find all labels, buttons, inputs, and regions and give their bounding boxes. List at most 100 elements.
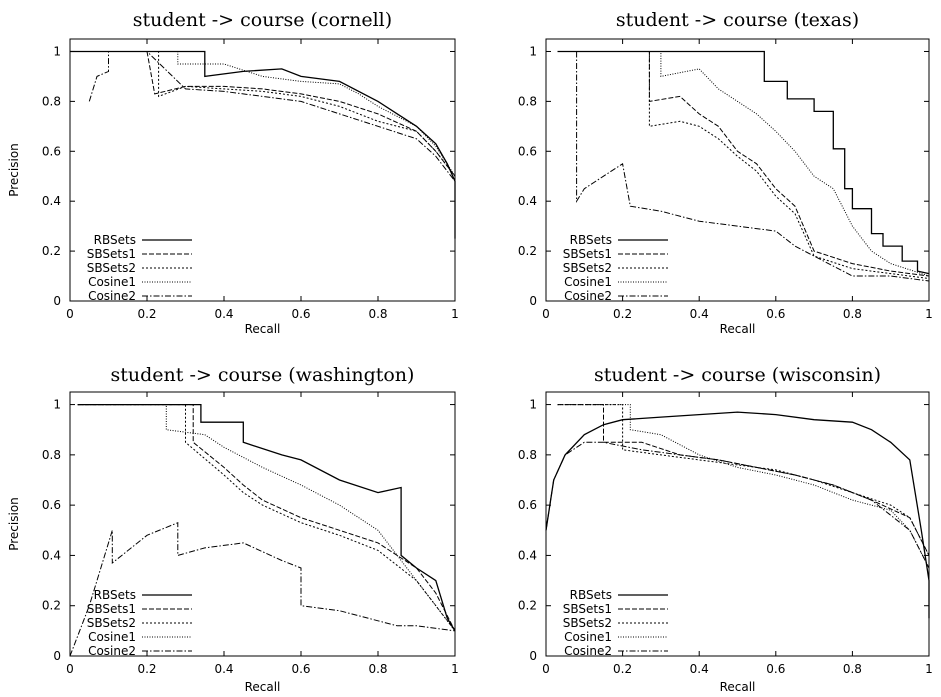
series-line-sbsets1 <box>557 51 930 277</box>
y-tick-label: 0.8 <box>518 448 537 462</box>
y-tick-label: 1 <box>529 398 537 412</box>
x-axis-label: Recall <box>720 680 756 694</box>
series-line-cosine1 <box>77 404 456 632</box>
y-axis-label: Precision <box>7 497 21 551</box>
y-tick-label: 0.8 <box>42 448 61 462</box>
x-tick-label: 0 <box>542 307 550 321</box>
legend-label-cosine1: Cosine1 <box>564 275 612 289</box>
y-axis-label: Precision <box>7 143 21 197</box>
chart-panel-3: student -> course (wisconsin) 0 0.2 0.4 0.6 0… <box>518 364 933 694</box>
x-tick-label: 0.2 <box>137 662 156 676</box>
legend-label-sbsets1: SBSets1 <box>87 247 136 261</box>
series-line-rbsets <box>545 411 930 619</box>
x-tick-label: 0.4 <box>690 662 709 676</box>
x-tick-label: 0.6 <box>291 662 310 676</box>
x-tick-label: 0.8 <box>843 662 862 676</box>
x-tick-label: 1 <box>925 307 933 321</box>
series-line-cosine2 <box>69 521 456 657</box>
y-tick-label: 0.6 <box>518 498 537 512</box>
y-tick-label: 0 <box>529 294 537 308</box>
legend-label-sbsets1: SBSets1 <box>87 602 136 616</box>
series-line-sbsets2 <box>70 51 456 227</box>
legend-label-cosine1: Cosine1 <box>88 630 136 644</box>
series-line-sbsets2 <box>557 51 930 279</box>
chart-title: student -> course (cornell) <box>133 9 392 31</box>
legend-label-rbsets: RBSets <box>570 588 612 602</box>
x-tick-label: 0 <box>66 662 74 676</box>
x-tick-label: 0.8 <box>368 662 387 676</box>
chart-panel-1: student -> course (texas) 0 0.2 0.4 0.6 0.8 1 0… <box>518 9 933 336</box>
x-tick-label: 0 <box>542 662 550 676</box>
y-tick-label: 0.8 <box>518 94 537 108</box>
legend-label-sbsets1: SBSets1 <box>563 247 612 261</box>
y-tick-label: 0 <box>53 294 61 308</box>
series-line-cosine2 <box>576 51 930 282</box>
y-tick-label: 1 <box>529 44 537 58</box>
x-tick-label: 1 <box>925 662 933 676</box>
legend-label-sbsets2: SBSets2 <box>87 261 136 275</box>
legend-label-cosine2: Cosine2 <box>88 644 136 658</box>
series-line-rbsets <box>77 403 456 632</box>
y-tick-label: 0.2 <box>518 244 537 258</box>
series-line-cosine1 <box>557 404 930 606</box>
plot-frame <box>545 391 930 657</box>
x-tick-label: 0.2 <box>613 307 632 321</box>
x-axis-label: Recall <box>720 322 756 336</box>
legend-label-sbsets2: SBSets2 <box>563 261 612 275</box>
legend-label-cosine2: Cosine2 <box>88 289 136 303</box>
legend-label-cosine2: Cosine2 <box>564 289 612 303</box>
legend-label-rbsets: RBSets <box>94 233 136 247</box>
x-tick-label: 0.4 <box>214 662 233 676</box>
chart-panel-2: student -> course (washington) 0 0.2 0.4 0.6… <box>7 364 459 694</box>
legend-label-sbsets1: SBSets1 <box>563 602 612 616</box>
y-tick-label: 0.4 <box>42 194 61 208</box>
x-tick-label: 0 <box>66 307 74 321</box>
legend-label-cosine1: Cosine1 <box>564 630 612 644</box>
chart-title: student -> course (washington) <box>111 364 415 386</box>
legend-label-cosine1: Cosine1 <box>88 275 136 289</box>
y-tick-label: 1 <box>53 44 61 58</box>
series-line-rbsets <box>557 50 930 275</box>
plot-frame <box>69 38 456 302</box>
series-line-sbsets1 <box>70 51 456 227</box>
y-tick-label: 0 <box>53 649 61 663</box>
x-tick-label: 0.4 <box>214 307 233 321</box>
series-line-rbsets <box>70 50 456 239</box>
y-tick-label: 0.6 <box>42 498 61 512</box>
series-line-sbsets1 <box>557 404 930 606</box>
series-line-sbsets2 <box>557 404 930 606</box>
y-tick-label: 0 <box>529 649 537 663</box>
x-tick-label: 1 <box>451 307 459 321</box>
chart-title: student -> course (wisconsin) <box>594 364 881 386</box>
y-tick-label: 0.4 <box>518 194 537 208</box>
chart-title: student -> course (texas) <box>616 9 859 31</box>
plot-frame <box>545 38 930 302</box>
x-tick-label: 0.8 <box>368 307 387 321</box>
plot-frame <box>69 391 456 657</box>
legend-label-rbsets: RBSets <box>94 588 136 602</box>
y-tick-label: 0.6 <box>42 144 61 158</box>
y-tick-label: 0.6 <box>518 144 537 158</box>
y-tick-label: 0.4 <box>42 548 61 562</box>
legend-label-rbsets: RBSets <box>570 233 612 247</box>
x-tick-label: 0.4 <box>690 307 709 321</box>
y-tick-label: 0.2 <box>42 599 61 613</box>
y-tick-label: 0.2 <box>42 244 61 258</box>
series-line-cosine2 <box>545 441 930 606</box>
x-tick-label: 0.2 <box>613 662 632 676</box>
x-axis-label: Recall <box>245 322 281 336</box>
y-tick-label: 0.8 <box>42 94 61 108</box>
chart-panel-0: student -> course (cornell) 0 0.2 0.4 0.6 0.8… <box>7 9 459 336</box>
series-line-cosine2 <box>88 51 456 227</box>
y-tick-label: 1 <box>53 398 61 412</box>
x-tick-label: 0.8 <box>843 307 862 321</box>
y-tick-label: 0.4 <box>518 548 537 562</box>
x-tick-label: 0.2 <box>137 307 156 321</box>
x-tick-label: 0.6 <box>766 307 785 321</box>
x-tick-label: 0.6 <box>766 662 785 676</box>
legend-label-sbsets2: SBSets2 <box>563 616 612 630</box>
series-line-cosine1 <box>557 51 930 277</box>
x-tick-label: 1 <box>451 662 459 676</box>
legend-label-sbsets2: SBSets2 <box>87 616 136 630</box>
